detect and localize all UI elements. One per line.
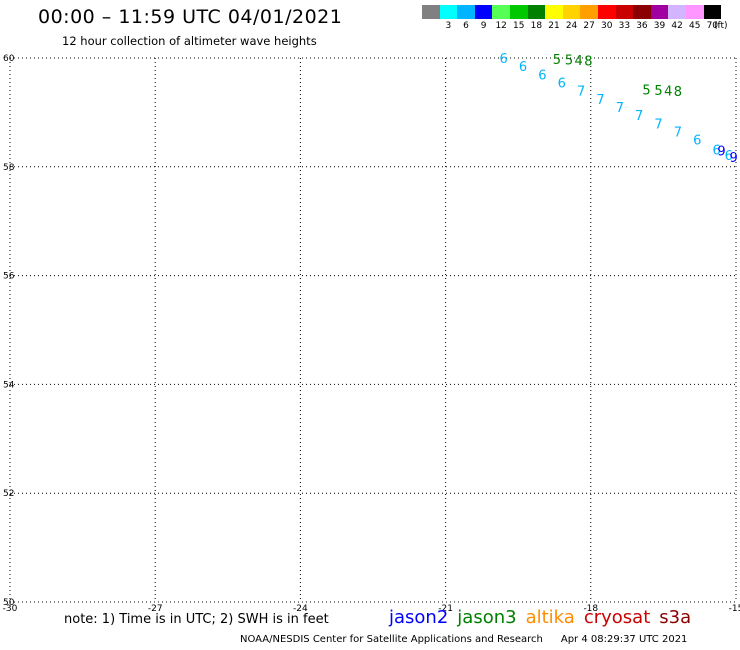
data-point-jason2: 6 (725, 149, 733, 164)
scale-swatch (492, 5, 510, 19)
data-point-jason2: 6 (712, 143, 720, 158)
data-point-jason2: 9 (729, 151, 737, 166)
scale-label: 15 (513, 21, 525, 31)
legend-entry-altika: altika (525, 607, 575, 628)
data-point-jason2: 6 (693, 134, 701, 149)
data-point-jason2: 6 (500, 52, 508, 67)
scale-swatch (615, 5, 634, 19)
legend-entry-cryosat: cryosat (583, 607, 651, 628)
x-tick-label: -30 (3, 604, 18, 614)
scale-swatch (633, 5, 651, 19)
data-point-jason2: 6 (519, 60, 527, 75)
scale-swatch (439, 5, 458, 19)
data-point-jason2: 7 (654, 117, 662, 132)
data-point-jason2: 7 (616, 101, 624, 116)
scale-label: 18 (530, 21, 543, 31)
scale-label: 6 (463, 21, 469, 31)
x-tick-label: -27 (148, 604, 163, 614)
footer-note: note: 1) Time is in UTC; 2) SWH is in fe… (64, 612, 329, 627)
satellite-legend: jason2 jason3 altika cryosat s3a (389, 607, 700, 628)
data-point-jason3: 5 (642, 84, 650, 99)
data-point-jason2: 7 (577, 85, 585, 100)
scale-label: 12 (495, 21, 507, 31)
scale-label: 39 (653, 21, 666, 31)
scale-swatch (650, 5, 669, 19)
scale-swatch (527, 5, 546, 19)
y-tick-label: 52 (3, 489, 14, 499)
scale-label: 30 (601, 21, 613, 31)
scale-swatch (597, 5, 616, 19)
scale-swatch (474, 5, 493, 19)
legend-entry-jason3: jason3 (457, 607, 517, 628)
scale-swatch (580, 5, 598, 19)
data-point-jason2: 7 (674, 125, 682, 140)
color-scale-swatches (422, 5, 722, 19)
y-tick-label: 56 (3, 272, 15, 282)
y-tick-label: 50 (3, 598, 15, 608)
scale-label: 21 (548, 21, 560, 31)
x-tick-label: -24 (293, 604, 308, 614)
y-tick-label: 58 (3, 163, 15, 173)
data-point-jason2: 9 (717, 144, 725, 159)
data-point-jason2: 7 (635, 109, 643, 124)
color-scale-labels: 3 6 9 12 15 18 21 24 27 30 33 36 39 42 45 70 (422, 21, 721, 31)
data-point-jason2: 6 (558, 76, 566, 91)
scale-label: 3 (445, 21, 452, 31)
scale-label: 24 (565, 21, 578, 31)
data-point-jason3: 8 (584, 55, 592, 70)
scale-label: 27 (583, 21, 595, 31)
data-point-jason3: 8 (674, 85, 682, 100)
scale-label: 70 (706, 21, 719, 31)
scale-label: 33 (618, 21, 631, 31)
data-point-jason3: 5 (565, 54, 573, 69)
x-tick-label: -18 (583, 604, 598, 614)
legend-entry-jason2: jason2 (389, 607, 449, 628)
scale-swatch (685, 5, 704, 19)
y-tick-label: 60 (3, 54, 15, 64)
scale-swatch (545, 5, 563, 19)
data-point-jason2: 6 (538, 68, 546, 83)
credit-line: NOAA/NESDIS Center for Satellite Applica… (240, 634, 687, 645)
wave-height-color-scale: 3 6 9 12 15 18 21 24 27 30 33 36 39 42 45 70 (ft) (422, 5, 728, 31)
scale-swatch (562, 5, 581, 19)
data-point-jason3: 4 (575, 54, 583, 69)
data-point-jason3: 4 (664, 85, 672, 100)
credit-timestamp: Apr 4 08:29:37 UTC 2021 (560, 634, 688, 645)
color-scale-unit: (ft) (714, 21, 728, 31)
scale-swatch (668, 5, 686, 19)
legend-entry-s3a: s3a (659, 607, 692, 628)
chart-title: 00:00 – 11:59 UTC 04/01/2021 (38, 6, 343, 28)
data-point-jason2: 7 (596, 93, 604, 108)
x-tick-label: -21 (438, 604, 453, 614)
chart-subtitle: 12 hour collection of altimeter wave hei… (62, 34, 317, 48)
scale-swatch (509, 5, 528, 19)
scale-label: 9 (480, 21, 487, 31)
scale-label: 42 (671, 21, 683, 31)
scale-swatch (703, 5, 722, 19)
data-point-jason3: 5 (654, 84, 662, 99)
scale-swatch (457, 5, 475, 19)
scale-label: 45 (688, 21, 701, 31)
scale-swatch (422, 5, 440, 19)
credit-text: NOAA/NESDIS Center for Satellite Applica… (240, 634, 543, 645)
y-tick-label: 54 (3, 380, 15, 390)
data-point-jason3: 5 (553, 53, 561, 68)
scale-label: 36 (636, 21, 648, 31)
x-tick-label: -15 (729, 604, 740, 614)
